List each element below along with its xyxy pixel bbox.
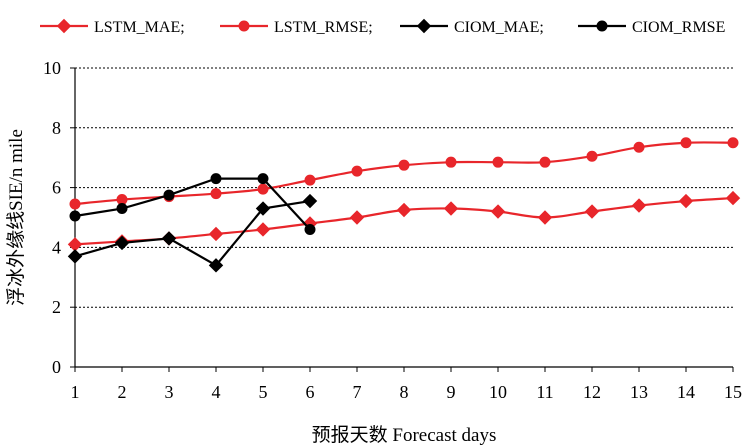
y-tick-label-2: 2 [52,297,61,317]
x-tick-label-11: 11 [536,382,553,402]
data-point-8 [396,202,412,218]
series-line [74,199,311,267]
x-tick-label-15: 15 [724,382,742,402]
data-point-5 [257,183,269,195]
data-point-14 [678,193,694,209]
data-point-1 [69,210,81,222]
data-point-5 [255,222,271,237]
data-point-10 [492,156,504,168]
y-tick-labels: 0 2 4 6 8 10 [43,58,61,377]
data-point-5 [257,173,269,185]
legend-marker [596,20,608,32]
series-ciom-rmse [69,173,316,235]
legend-label: LSTM_MAE; [94,19,185,36]
data-point-15 [725,190,741,206]
y-tick-label-10: 10 [43,58,61,78]
legend-marker [238,20,250,32]
x-tick-label-8: 8 [400,382,409,402]
data-point-4 [208,258,224,273]
x-tick-label-9: 9 [447,382,456,402]
y-axis-title: 浮冰外缘线SIE/n mile [5,129,27,306]
data-point-2 [114,235,130,251]
x-tick-label-2: 2 [118,382,127,402]
x-tick-label-3: 3 [165,382,174,402]
x-tick-label-6: 6 [306,382,315,402]
legend-item-3: CIOM_RMSE [578,19,725,36]
data-point-1 [69,198,81,210]
data-point-1 [67,249,83,264]
y-tick-label-4: 4 [52,237,61,257]
x-tick-label-7: 7 [353,382,362,402]
data-point-13 [631,198,647,213]
series-ciom-mae [67,193,318,273]
x-tick-labels: 1 2 3 4 5 6 7 8 9 10 11 12 13 14 15 [71,382,743,402]
series-lstm-rmse [69,137,739,210]
legend-marker [56,18,72,34]
data-point-13 [633,141,645,153]
legend-item-0: LSTM_MAE; [40,18,185,36]
data-point-9 [445,156,457,168]
axes [70,67,734,372]
legend-label: LSTM_RMSE; [274,19,373,36]
data-point-11 [537,210,553,225]
series-line [74,177,311,231]
data-point-2 [116,203,128,215]
legend-label: CIOM_RMSE [632,19,725,36]
data-point-7 [349,210,365,225]
data-point-10 [490,204,506,219]
x-tick-label-5: 5 [259,382,268,402]
data-point-1 [67,237,83,252]
series-group [67,137,741,273]
data-point-5 [255,201,271,216]
x-tick-label-10: 10 [489,382,507,402]
data-point-8 [398,159,410,171]
data-point-7 [351,165,363,177]
data-point-14 [680,137,692,149]
data-point-6 [302,193,318,209]
x-tick-label-13: 13 [630,382,648,402]
legend-item-1: LSTM_RMSE; [220,19,373,36]
y-tick-label-8: 8 [52,118,61,138]
data-point-6 [304,174,316,186]
data-point-12 [584,204,600,219]
y-tick-label-0: 0 [52,357,61,377]
data-point-4 [208,226,224,242]
y-tick-label-6: 6 [52,178,61,198]
x-tick-label-14: 14 [677,382,695,402]
data-point-3 [163,189,175,201]
x-tick-label-4: 4 [212,382,221,402]
data-point-6 [304,223,316,235]
legend: LSTM_MAE; LSTM_RMSE; CIOM_MAE; CIOM_RMSE [40,18,725,36]
data-point-11 [539,156,551,168]
data-point-4 [210,173,222,185]
data-point-12 [586,150,598,162]
x-axis-title: 预报天数 Forecast days [312,424,497,446]
data-point-4 [210,188,222,200]
legend-item-2: CIOM_MAE; [400,18,544,36]
x-tick-label-12: 12 [583,382,601,402]
data-point-9 [443,201,459,216]
legend-label: CIOM_MAE; [454,19,544,36]
data-point-15 [727,137,739,149]
legend-marker [416,18,432,34]
data-point-3 [161,231,177,246]
x-tick-label-1: 1 [71,382,80,402]
gridlines [75,67,733,308]
